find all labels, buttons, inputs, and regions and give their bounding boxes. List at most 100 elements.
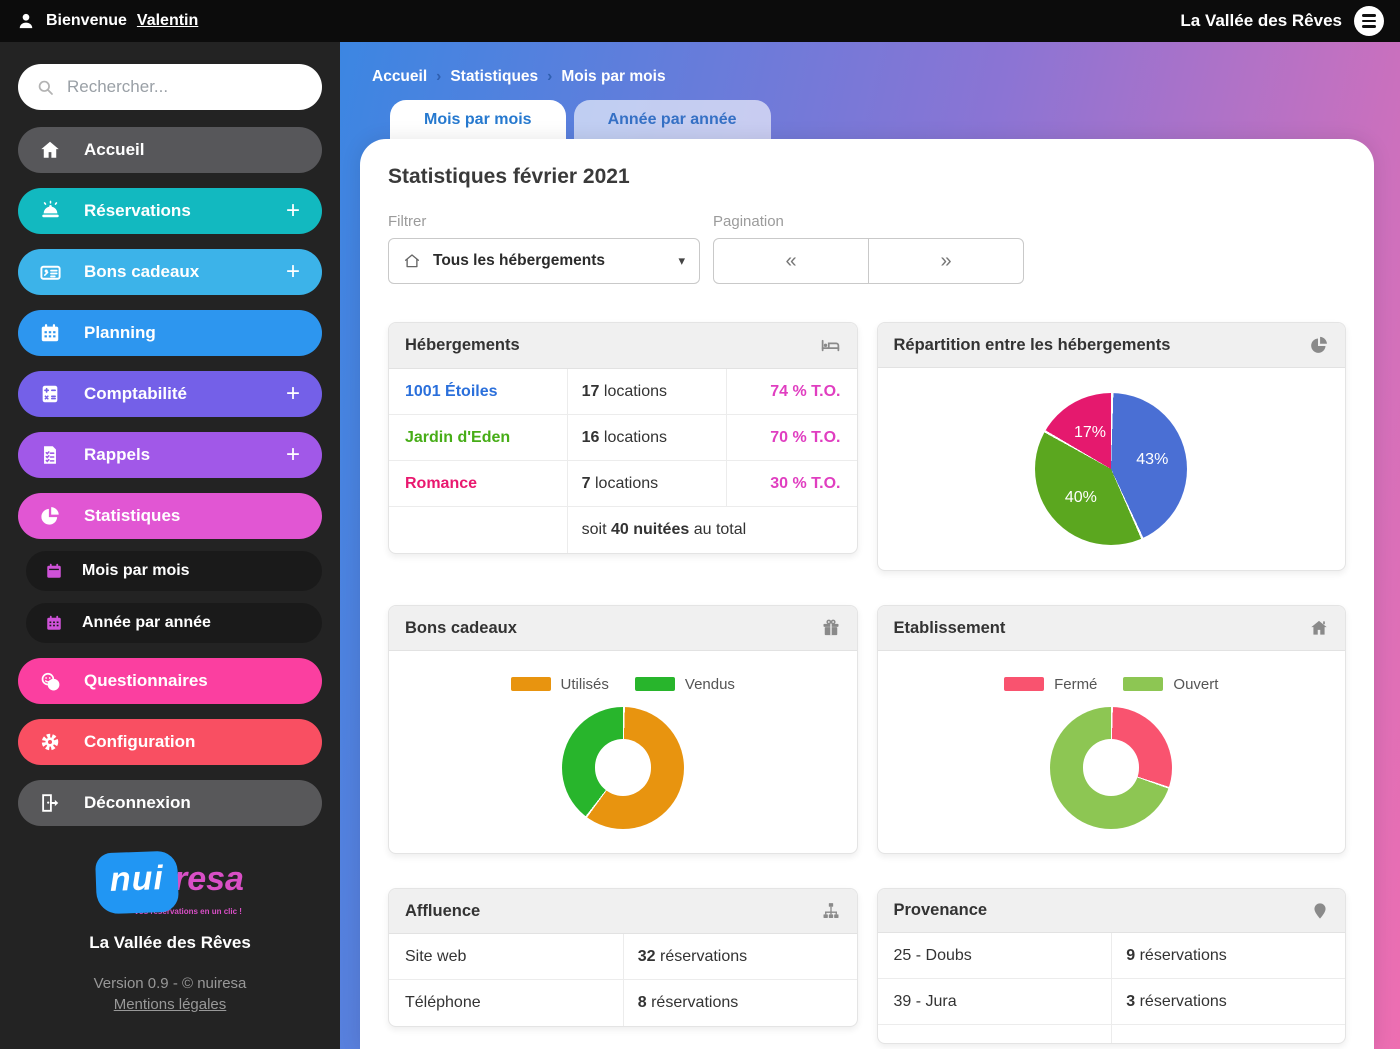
- card-title: Etablissement: [893, 618, 1006, 637]
- calendar-grid-icon: [42, 614, 66, 632]
- provenance-region: 39 - Jura: [893, 992, 957, 1010]
- breadcrumb: Accueil › Statistiques › Mois par mois: [372, 68, 666, 85]
- calendar-day-icon: [42, 562, 66, 580]
- site-name: La Vallée des Rêves: [1180, 11, 1342, 30]
- filter-label: Filtrer: [388, 213, 427, 230]
- table-row: 1001 Étoiles 17 locations 74 % T.O.: [389, 369, 857, 415]
- expand-plus-icon[interactable]: +: [285, 441, 300, 468]
- search-box[interactable]: [18, 64, 322, 110]
- next-page-button[interactable]: »: [868, 238, 1024, 284]
- sidebar-item-statistiques[interactable]: Statistiques: [18, 493, 322, 539]
- logout-icon: [36, 792, 64, 814]
- accommodation-filter-select[interactable]: Tous les hébergements ▾: [388, 238, 700, 284]
- accommodation-link[interactable]: Romance: [405, 474, 478, 492]
- table-row: 25 - Doubs 9 réservations: [877, 933, 1345, 979]
- chart-legend: Utilisés Vendus: [510, 675, 735, 693]
- sidebar-item-comptabilite[interactable]: Comptabilité +: [18, 371, 322, 417]
- calendar-icon: [36, 322, 64, 344]
- tab-mois-par-mois[interactable]: Mois par mois: [390, 100, 566, 139]
- home-icon: [1309, 618, 1329, 638]
- table-row: Jardin d'Eden 16 locations 70 % T.O.: [389, 415, 857, 461]
- legend-label: Utilisés: [560, 675, 609, 693]
- tab-bar: Mois par mois Année par année: [390, 100, 1400, 139]
- repartition-pie-chart: 43% 40% 17%: [1035, 393, 1188, 545]
- welcome-text: Bienvenue: [46, 12, 127, 29]
- home-icon: [36, 139, 64, 161]
- pie-slice-label: 17%: [1073, 423, 1106, 441]
- sidebar-item-configuration[interactable]: Configuration: [18, 719, 322, 765]
- reception-bell-icon: [36, 200, 64, 223]
- hamburger-menu-button[interactable]: [1354, 6, 1384, 36]
- legend-swatch: [510, 677, 551, 691]
- card-title: Hébergements: [405, 336, 520, 354]
- table-row: 39 - Jura 3 réservations: [877, 979, 1345, 1025]
- occupancy-rate: 70 % T.O.: [725, 415, 857, 460]
- breadcrumb-mois-par-mois[interactable]: Mois par mois: [561, 68, 666, 85]
- table-row: Romance 7 locations 30 % T.O.: [389, 461, 857, 507]
- filter-value: Tous les hébergements: [433, 252, 605, 269]
- smileys-icon: [36, 670, 64, 693]
- legend-swatch: [634, 677, 675, 691]
- table-total-row: soit 40 nuitées au total: [389, 507, 857, 553]
- main-area: Accueil › Statistiques › Mois par mois M…: [340, 42, 1400, 1049]
- legend-swatch: [1004, 677, 1045, 691]
- logo-pillow: nui: [94, 850, 180, 915]
- chevron-down-icon: ▾: [678, 253, 685, 268]
- sidebar-item-accueil[interactable]: Accueil: [18, 127, 322, 173]
- sidebar: Accueil Réservations + Bons cadeaux + Pl…: [0, 42, 340, 1049]
- sidebar-item-deconnexion[interactable]: Déconnexion: [18, 780, 322, 826]
- card-etablissement: Etablissement Fermé Ouvert: [876, 605, 1346, 854]
- provenance-region: 25 - Doubs: [893, 946, 972, 964]
- sidebar-item-reservations[interactable]: Réservations +: [18, 188, 322, 234]
- welcome-area: Bienvenue Valentin: [16, 11, 198, 31]
- pie-slice-label: 40%: [1064, 488, 1097, 506]
- breadcrumb-accueil[interactable]: Accueil: [372, 68, 428, 85]
- legal-link[interactable]: Mentions légales: [113, 996, 227, 1013]
- calculator-icon: [36, 383, 64, 405]
- sidebar-subitem-mois-par-mois[interactable]: Mois par mois: [26, 551, 322, 591]
- occupancy-rate: 30 % T.O.: [725, 461, 857, 506]
- chart-legend: Fermé Ouvert: [1004, 676, 1218, 693]
- accommodation-link[interactable]: Jardin d'Eden: [405, 428, 511, 446]
- logo-tagline: vos réservations en un clic !: [134, 907, 242, 916]
- accommodation-link[interactable]: 1001 Étoiles: [405, 382, 498, 400]
- search-icon: [36, 78, 55, 97]
- legend-swatch: [1123, 677, 1164, 691]
- search-input[interactable]: [67, 77, 304, 97]
- previous-page-button[interactable]: «: [713, 238, 869, 284]
- card-repartition: Répartition entre les hébergements 43% 4…: [876, 322, 1346, 571]
- top-bar: Bienvenue Valentin La Vallée des Rêves: [0, 0, 1400, 42]
- home-icon: [403, 252, 421, 270]
- table-row: Site web 32 réservations: [389, 934, 857, 980]
- username-link[interactable]: Valentin: [136, 12, 199, 29]
- breadcrumb-statistiques[interactable]: Statistiques: [450, 68, 539, 85]
- app-logo: nui resa vos réservations en un clic !: [0, 850, 340, 919]
- card-title: Bons cadeaux: [405, 618, 517, 637]
- expand-plus-icon[interactable]: +: [285, 380, 300, 407]
- total-nights: soit 40 nuitées au total: [566, 507, 857, 553]
- expand-plus-icon[interactable]: +: [285, 197, 300, 224]
- sidebar-item-rappels[interactable]: Rappels +: [18, 432, 322, 478]
- card-title: Répartition entre les hébergements: [893, 335, 1171, 354]
- etablissement-donut-chart: [1050, 706, 1173, 829]
- tab-annee-par-annee[interactable]: Année par année: [573, 100, 771, 139]
- pie-chart-icon: [1309, 335, 1329, 355]
- sidebar-item-bons-cadeaux[interactable]: Bons cadeaux +: [18, 249, 322, 295]
- card-title: Affluence: [405, 901, 481, 920]
- occupancy-rate: 74 % T.O.: [725, 369, 857, 414]
- sidebar-subitem-annee-par-annee[interactable]: Année par année: [26, 603, 322, 643]
- map-pin-icon: [1311, 902, 1329, 920]
- legend-label: Ouvert: [1173, 675, 1219, 693]
- legend-label: Vendus: [684, 675, 735, 693]
- sidebar-item-questionnaires[interactable]: Questionnaires: [18, 658, 322, 704]
- gift-icon: [821, 618, 841, 638]
- table-row: [878, 1025, 1346, 1043]
- establishment-name: La Vallée des Rêves: [89, 933, 251, 952]
- content-sheet: Statistiques février 2021 Filtrer Tous l…: [360, 139, 1374, 1049]
- bons-cadeaux-donut-chart: [561, 706, 684, 829]
- card-affluence: Affluence Site web 32 réservations Télép…: [388, 888, 858, 1027]
- gift-card-icon: [36, 261, 64, 284]
- legend-label: Fermé: [1054, 675, 1098, 693]
- sidebar-item-planning[interactable]: Planning: [18, 310, 322, 356]
- expand-plus-icon[interactable]: +: [285, 258, 300, 285]
